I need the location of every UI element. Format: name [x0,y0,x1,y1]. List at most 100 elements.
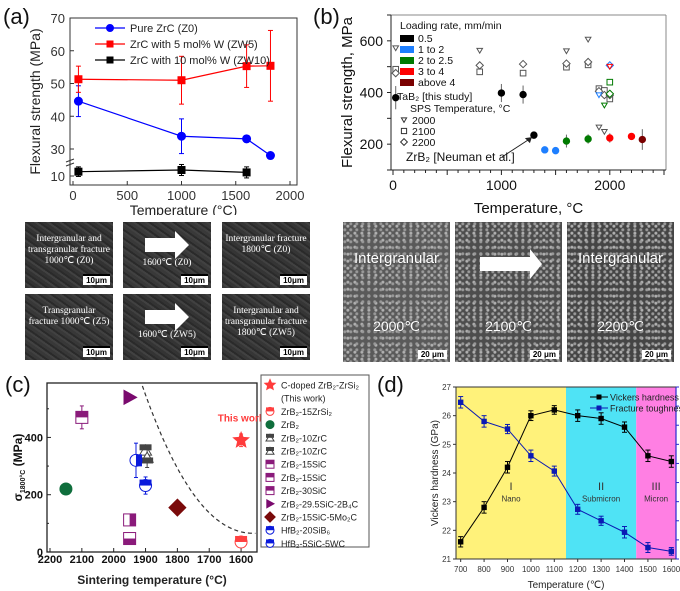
sem-grid-b: Intergranular 2000℃ 20 μm 2100℃ 20 μm Intergr… [340,215,680,365]
zrb2-point [584,134,592,144]
sem-caption: 1600℃ (ZW5) [138,330,196,340]
chart-c: 0 200 400 2200 2100 2000 1900 1800 1700 1600Sinte… [11,374,370,587]
region-roman-label: I [509,481,512,493]
y-tick-label: 30 [51,142,65,157]
scale-bar: 10μm [280,346,307,357]
legend-label: ZrB₂-10ZrC [281,447,327,457]
legend-label: 1 to 2 [418,44,444,56]
legend-marker-half [266,473,274,478]
annotation-zrb2: ZrB₂ [Neuman et al.] [406,150,515,164]
x-tick-label: 2000 [101,554,125,566]
data-point [177,76,186,85]
x-tick-label: 1500 [221,188,250,203]
chart-d: INanoIISubmicronIIIMicron212223242526272… [430,383,680,591]
tab2-point [476,68,484,76]
y-tick-label: 10 [51,169,65,184]
data-point [530,131,538,139]
tab2-legend-title: TaB₂ [this study] [397,91,472,103]
scale-bar: 10μm [181,274,208,285]
x-tick-label: 1000 [486,177,517,193]
x-axis-label: Sintering temperature (°C) [77,573,226,587]
x-tick-label: 0 [69,188,76,203]
plot-frame [69,17,298,186]
scale-bar: 10μm [83,274,110,285]
legend-marker [266,498,276,509]
data-point [242,134,252,144]
zrb2-point [530,131,538,139]
sem-caption: 1600℃ (Z0) [142,258,192,268]
tab2-legend-subtitle: SPS Temperature, °C [410,103,511,115]
trend-curve [141,385,256,534]
x-tick-label: 1000 [522,565,540,574]
data-point [123,389,138,406]
data-point [457,539,464,545]
region-name-label: Nano [501,495,521,504]
data-point [392,93,400,102]
x-tick-label: 1500 [639,565,657,574]
y-axis-label: σ1800°C (MPa) [11,434,27,502]
scale-bar: 10μm [83,346,110,357]
tab2-point [391,68,401,78]
x-tick-label: 500 [116,188,138,203]
sem-grid-a: Intergranular and transgranular fracture… [0,215,340,365]
data-point [481,418,487,425]
data-point [232,430,250,448]
data-point-group [75,405,89,430]
legend-label: 2100 [412,126,436,138]
series-1 [457,396,675,556]
data-point [59,482,73,496]
legend-label: Fracture toughness [610,404,680,414]
data-point-group [232,430,250,448]
data-point [598,518,604,524]
x-tick-label: 1100 [546,565,564,574]
x-tick-label: 900 [501,565,515,574]
data-point [265,151,275,161]
tab2-point [476,47,484,55]
sem-caption: Intergranular and transgranular fracture… [224,306,308,338]
legend-title: Loading rate, mm/min [400,20,502,32]
y-tick-label: 40 [51,109,65,124]
x-tick-label: 1000 [167,188,196,203]
legend-label: ZrB₂-15ZrSi₂ [281,407,332,417]
y-tick-label: 400 [360,85,384,101]
x-tick-label: 700 [454,565,468,574]
legend-swatch [400,57,414,64]
zrb2-point [606,133,614,143]
region-nano [456,387,566,559]
x-tick-label: 1600 [229,554,253,566]
data-point-group [129,442,143,479]
legend-marker [265,420,275,430]
series-line [78,65,271,81]
tab2-point [518,59,528,69]
data-point [528,453,534,459]
data-point-group [123,532,137,546]
data-point [606,134,614,142]
x-tick-label: 2200 [38,554,62,566]
tab2-point [583,57,593,67]
scale-bar: 20 μm [417,350,447,359]
x-axis-label: Temperature, °C [474,200,584,215]
data-point [457,399,464,405]
axis-break-mark [65,158,75,167]
legend-marker-half [266,486,274,491]
scale-bar: 20 μm [529,350,559,359]
data-point [621,529,628,535]
data-point [528,412,534,419]
legend-label: ZrB₂-15SiC [281,473,327,483]
sem-image-a-2: 1600℃ (Z0) 10μm [123,222,211,288]
data-point [551,146,560,155]
arrow-right-icon [480,257,530,271]
legend-swatch [400,68,414,75]
legend-marker [106,24,114,32]
y-tick-label: 23 [442,498,451,507]
region-roman-label: III [652,481,661,493]
zrb2-point [551,146,560,155]
tab2-point [600,102,609,109]
tab2-point [606,78,614,86]
arrow-head-icon [524,137,532,144]
data-point-group [234,535,248,549]
legend-swatch [400,46,414,53]
data-point [73,96,83,106]
legend-label: C-doped ZrB₂-ZrSi₂ [281,381,360,391]
y-tick-label: 25 [442,440,451,449]
